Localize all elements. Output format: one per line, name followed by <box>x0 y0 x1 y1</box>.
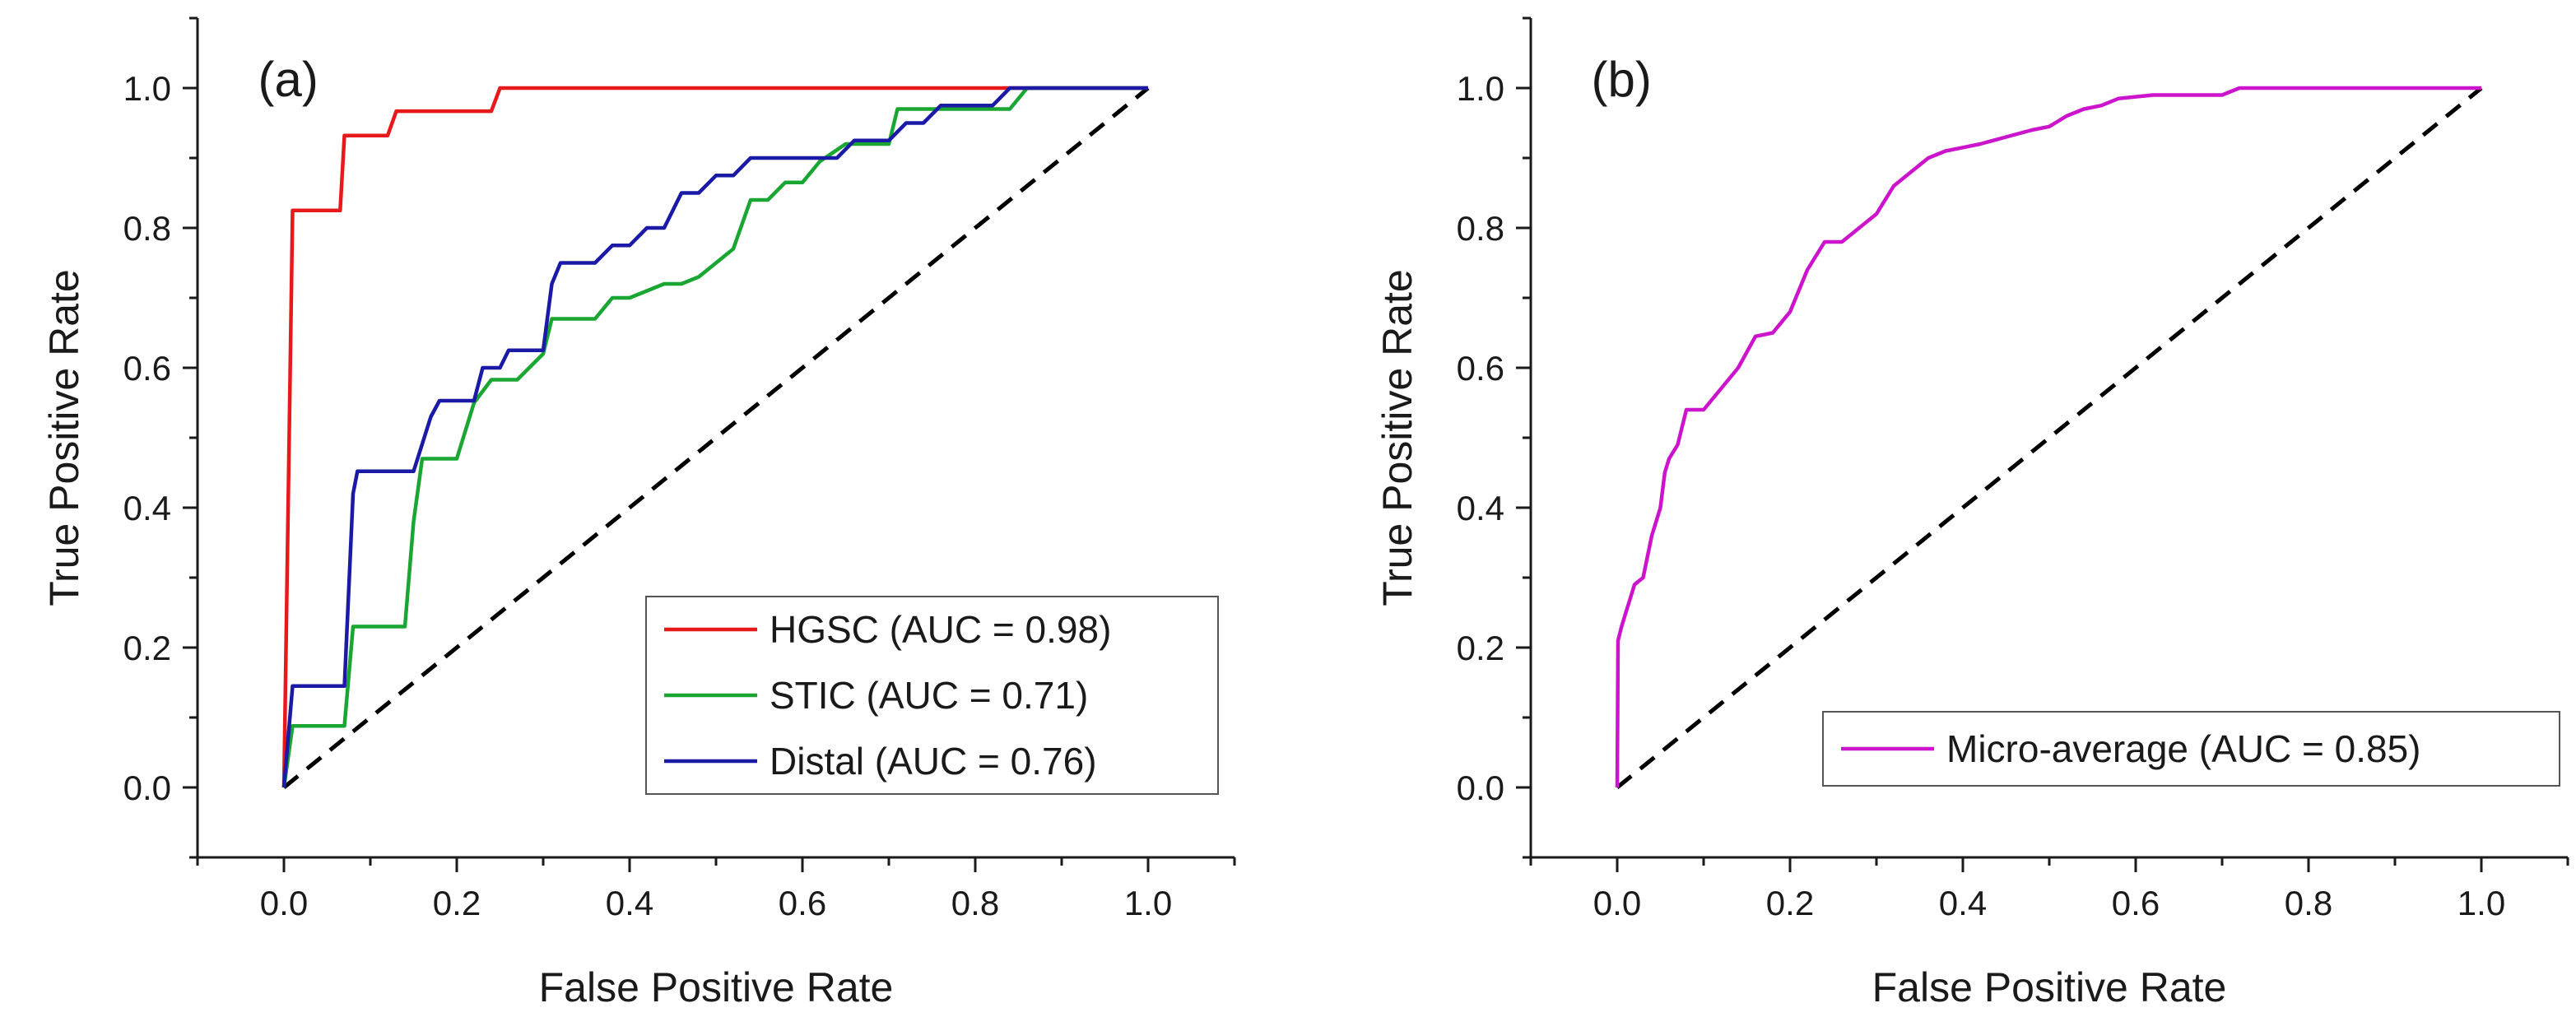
series-line-0 <box>1615 86 2481 788</box>
x-tick-label: 0.0 <box>1593 884 1641 922</box>
chart-panel-a: 0.0 0.2 0.4 0.6 0.8 1.0 0.0 0.2 0.4 0.6 0.8 1.0 Fals… <box>41 16 1236 1010</box>
y-tick-label: 0.2 <box>123 629 171 667</box>
x-tick-label: 0.2 <box>433 884 481 922</box>
legend: HGSC (AUC = 0.98) STIC (AUC = 0.71) Distal… <box>645 596 1219 795</box>
x-tick-label: 0.6 <box>779 884 826 922</box>
y-tick-label: 0.6 <box>1457 349 1504 388</box>
y-tick-label: 0.8 <box>1457 209 1504 248</box>
y-tick-label: 1.0 <box>1457 69 1504 108</box>
x-tick-label: 0.8 <box>2285 884 2332 922</box>
chart-panel-b: 0.0 0.2 0.4 0.6 0.8 1.0 0.0 0.2 0.4 0.6 0.8 1.0 Fals… <box>1374 16 2569 1010</box>
y-tick-label: 1.0 <box>123 69 171 108</box>
y-tick-label: 0.0 <box>123 769 171 807</box>
series-line-1 <box>281 86 1148 788</box>
legend-entry-0: Micro-average (AUC = 0.85) <box>1946 727 2420 770</box>
series-line-0 <box>281 86 1148 788</box>
series-line-2 <box>281 86 1148 788</box>
x-tick-label: 0.0 <box>260 884 308 922</box>
x-tick-label: 0.4 <box>606 884 653 922</box>
x-tick-label: 1.0 <box>1124 884 1172 922</box>
x-tick-label: 0.6 <box>2112 884 2160 922</box>
legend-entry-0: HGSC (AUC = 0.98) <box>770 608 1111 651</box>
y-tick-label: 0.0 <box>1457 769 1504 807</box>
x-tick-label: 1.0 <box>2457 884 2505 922</box>
x-axis-label: False Positive Rate <box>1872 964 2227 1010</box>
legend-entry-1: STIC (AUC = 0.71) <box>770 674 1088 717</box>
chance-diagonal-line <box>282 86 1150 789</box>
legend-box <box>1822 711 2560 787</box>
x-tick-label: 0.2 <box>1766 884 1814 922</box>
x-tick-label: 0.4 <box>1939 884 1987 922</box>
y-tick-label: 0.4 <box>1457 489 1504 527</box>
x-axis-label: False Positive Rate <box>539 964 894 1010</box>
y-tick-label: 0.4 <box>123 489 171 527</box>
panel-label: (a) <box>258 52 319 107</box>
legend-entry-2: Distal (AUC = 0.76) <box>770 740 1097 782</box>
y-tick-label: 0.6 <box>123 349 171 388</box>
x-tick-label: 0.8 <box>951 884 999 922</box>
y-axis-label: True Positive Rate <box>41 269 87 606</box>
y-tick-label: 0.8 <box>123 209 171 248</box>
y-tick-label: 0.2 <box>1457 629 1504 667</box>
panel-label: (b) <box>1592 52 1652 107</box>
legend: Micro-average (AUC = 0.85) <box>1822 711 2560 787</box>
chance-diagonal-line <box>1616 86 2483 789</box>
y-axis-label: True Positive Rate <box>1374 269 1421 606</box>
